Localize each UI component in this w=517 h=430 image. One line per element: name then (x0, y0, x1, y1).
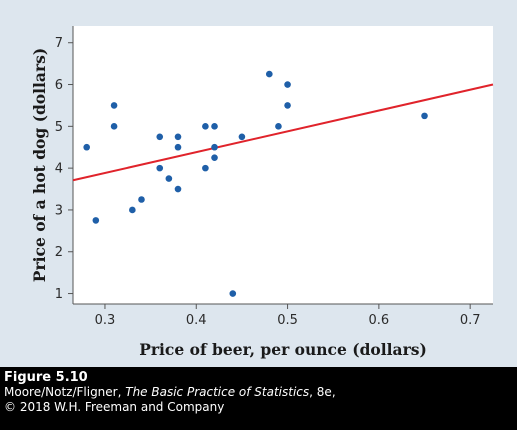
data-point (129, 206, 136, 214)
data-point (238, 133, 246, 141)
data-point (202, 123, 209, 130)
data-point (421, 112, 428, 120)
x-tick-label: 0.6 (369, 313, 390, 328)
data-point (229, 290, 237, 297)
x-axis-ticks: 0.3 0.4 0.5 0.6 0.7 (95, 304, 481, 328)
y-tick-label: 7 (55, 36, 63, 51)
data-point (284, 102, 291, 109)
data-point (110, 123, 118, 130)
axis-lines (72, 26, 493, 305)
data-point (174, 185, 182, 193)
data-point (156, 164, 164, 172)
x-axis-title: Price of beer, per ounce (dollars) (139, 340, 427, 359)
y-tick-label: 2 (55, 245, 63, 260)
data-point (92, 217, 100, 224)
data-point (165, 175, 173, 182)
regression-line (72, 83, 494, 182)
data-point (266, 70, 273, 78)
y-axis-ticks: 1 2 3 4 5 6 7 (55, 36, 73, 302)
y-tick-label: 3 (55, 203, 63, 218)
y-tick-label: 4 (55, 162, 63, 177)
scatter-chart: 0.3 0.4 0.5 0.6 0.7 1 2 3 4 5 6 7 Price of beer, p… (30, 26, 494, 359)
x-tick-label: 0.7 (460, 313, 481, 328)
data-point (138, 196, 145, 203)
data-point (211, 143, 218, 151)
data-point (211, 154, 218, 161)
y-axis-title: Price of a hot dog (dollars) (30, 48, 49, 282)
y-tick-label: 1 (55, 287, 63, 302)
figure-label: Figure 5.10 (4, 370, 88, 385)
citation-authors: Moore/Notz/Fligner, (4, 385, 126, 399)
data-point (83, 143, 90, 151)
x-tick-label: 0.4 (186, 313, 207, 328)
citation-line: Moore/Notz/Fligner, The Basic Practice o… (4, 385, 336, 400)
data-point (275, 123, 282, 130)
data-point (174, 143, 182, 151)
data-point (174, 133, 182, 141)
citation-book-title: The Basic Practice of Statistics (125, 385, 310, 399)
y-tick-label: 5 (55, 120, 63, 135)
data-point (202, 164, 209, 172)
figure-panel: 0.3 0.4 0.5 0.6 0.7 1 2 3 4 5 6 7 Price of beer, p… (0, 0, 517, 367)
data-point (284, 81, 291, 88)
citation-edition: , 8e, (309, 385, 336, 399)
regression-line-group (72, 83, 494, 182)
x-tick-label: 0.3 (95, 313, 116, 328)
y-tick-label: 6 (55, 78, 63, 93)
data-point (156, 133, 164, 141)
data-point (110, 102, 118, 109)
copyright-line: © 2018 W.H. Freeman and Company (4, 400, 225, 414)
figure-caption: Figure 5.10 Moore/Notz/Fligner, The Basi… (4, 370, 336, 415)
data-points (83, 70, 428, 297)
data-point (211, 123, 218, 130)
x-tick-label: 0.5 (277, 313, 298, 328)
